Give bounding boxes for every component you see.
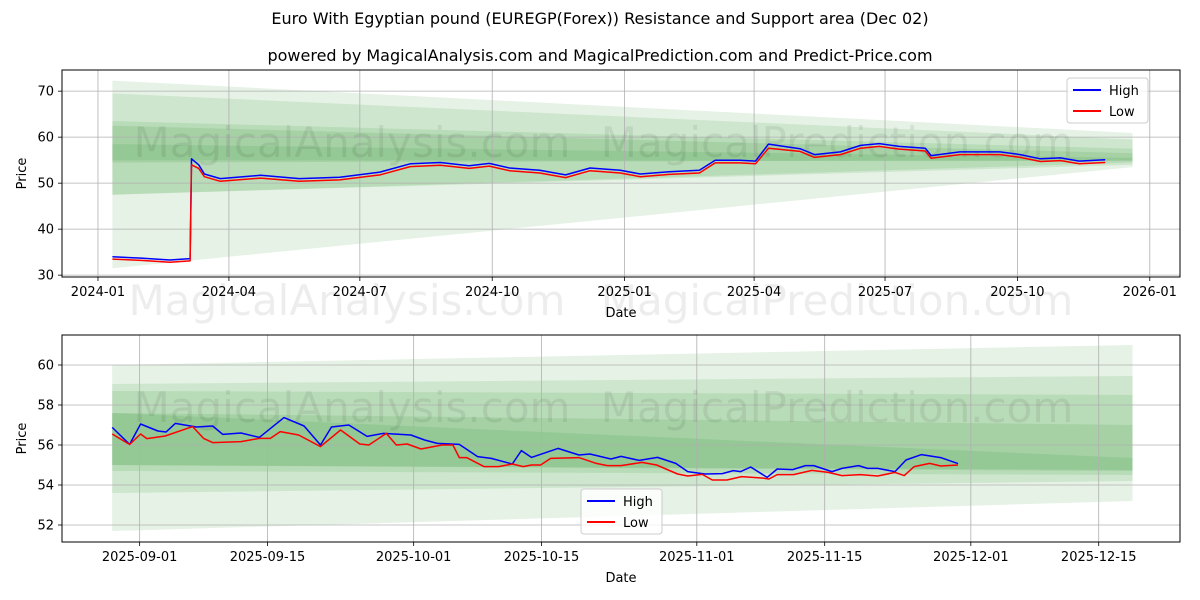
watermark: MagicalAnalysis.com: [134, 383, 571, 432]
y-tick-label: 40: [37, 223, 54, 238]
watermark: MagicalAnalysis.com: [129, 276, 566, 325]
legend: High Low: [1066, 77, 1149, 124]
x-tick-label: 2025-10: [990, 285, 1044, 300]
y-tick-label: 50: [37, 177, 54, 192]
x-tick-label: 2025-07: [858, 285, 912, 300]
x-tick-label: 2025-12-15: [1061, 550, 1137, 565]
support-resistance-band: [112, 80, 1133, 269]
x-tick-label: 2024-07: [333, 285, 387, 300]
legend-label-low: Low: [623, 516, 649, 531]
chart-full-history: 2024-01 2024-04 2024-07 2024-10 2025-01 2025-…: [15, 69, 1181, 325]
support-resistance-band: [112, 93, 1133, 195]
y-tick-label: 30: [37, 269, 54, 284]
x-tick-label: 2025-10-01: [376, 550, 452, 565]
y-tick-label: 60: [37, 359, 54, 374]
x-axis-label: Date: [605, 571, 636, 586]
support-resistance-band: [112, 345, 1133, 531]
series-line-high: [112, 142, 1106, 261]
series-line-low: [111, 425, 959, 481]
support-resistance-band: [112, 125, 1133, 162]
series-line-low: [112, 145, 1106, 264]
watermark: MagicalPrediction.com: [601, 276, 1074, 325]
x-tick-label: 2025-04: [727, 285, 781, 300]
x-tick-label: 2025-12-01: [933, 550, 1009, 565]
y-tick-label: 54: [37, 479, 54, 494]
x-tick-label: 2025-11-15: [787, 550, 863, 565]
watermark: MagicalAnalysis.com: [134, 118, 571, 167]
watermark: MagicalPrediction.com: [601, 383, 1074, 432]
y-axis-label: Price: [15, 158, 30, 190]
legend-label-high: High: [623, 495, 653, 510]
axes-frame: [61, 69, 1181, 278]
y-axis-label: Price: [15, 423, 30, 455]
chart-title: Euro With Egyptian pound (EUREGP(Forex))…: [271, 9, 929, 28]
chart-subtitle: powered by MagicalAnalysis.com and Magic…: [267, 46, 933, 65]
x-tick-label: 2025-09-15: [230, 550, 306, 565]
watermark: MagicalPrediction.com: [601, 118, 1074, 167]
x-tick-label: 2026-01: [1123, 285, 1177, 300]
y-tick-label: 70: [37, 85, 54, 100]
x-tick-label: 2025-09-01: [102, 550, 178, 565]
series-line-high: [111, 416, 959, 479]
x-tick-label: 2025-01: [597, 285, 651, 300]
legend: High Low: [580, 488, 663, 535]
x-tick-label: 2024-01: [71, 285, 125, 300]
x-axis-label: Date: [605, 306, 636, 321]
x-tick-label: 2025-11-01: [659, 550, 735, 565]
x-tick-label: 2024-10: [465, 285, 519, 300]
legend-label-low: Low: [1109, 105, 1135, 120]
y-tick-label: 58: [37, 399, 54, 414]
y-tick-label: 52: [37, 519, 54, 534]
x-tick-label: 2024-04: [202, 285, 256, 300]
y-tick-label: 56: [37, 439, 54, 454]
axes-frame: [61, 334, 1181, 543]
legend-label-high: High: [1109, 84, 1139, 99]
chart-recent: 2025-09-01 2025-09-15 2025-10-01 2025-10-15…: [15, 334, 1181, 586]
support-resistance-band: [112, 413, 1133, 470]
x-tick-label: 2025-10-15: [504, 550, 580, 565]
support-resistance-band: [112, 391, 1133, 475]
y-tick-label: 60: [37, 131, 54, 146]
support-resistance-band: [112, 413, 1133, 471]
support-resistance-band: [112, 144, 1133, 163]
